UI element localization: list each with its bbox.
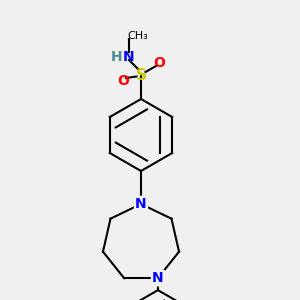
Text: CH₃: CH₃ (128, 31, 148, 41)
Text: N: N (123, 50, 135, 64)
Text: N: N (135, 197, 147, 211)
Text: N: N (152, 271, 164, 285)
Text: O: O (153, 56, 165, 70)
Text: S: S (136, 68, 146, 82)
Text: O: O (117, 74, 129, 88)
Text: H: H (111, 50, 123, 64)
